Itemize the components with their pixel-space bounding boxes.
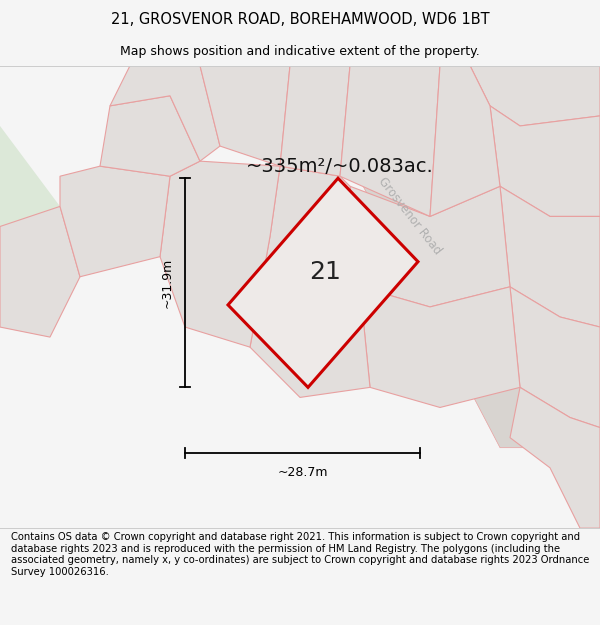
Polygon shape bbox=[370, 66, 490, 136]
Polygon shape bbox=[350, 186, 510, 307]
Text: ~28.7m: ~28.7m bbox=[277, 466, 328, 479]
Polygon shape bbox=[280, 66, 350, 176]
Polygon shape bbox=[340, 66, 440, 216]
Polygon shape bbox=[0, 206, 80, 337]
Polygon shape bbox=[100, 96, 200, 176]
Polygon shape bbox=[500, 186, 600, 327]
Text: ~335m²/~0.083ac.: ~335m²/~0.083ac. bbox=[246, 157, 434, 176]
Polygon shape bbox=[470, 66, 600, 126]
Polygon shape bbox=[510, 388, 600, 528]
Polygon shape bbox=[200, 66, 290, 166]
Text: ~31.9m: ~31.9m bbox=[161, 258, 173, 308]
Polygon shape bbox=[60, 166, 170, 277]
Polygon shape bbox=[300, 66, 560, 448]
Text: Grosvenor Road: Grosvenor Road bbox=[376, 175, 444, 258]
Polygon shape bbox=[160, 161, 280, 347]
Text: Map shows position and indicative extent of the property.: Map shows position and indicative extent… bbox=[120, 45, 480, 58]
Polygon shape bbox=[270, 66, 400, 146]
Polygon shape bbox=[360, 287, 520, 408]
Text: 21: 21 bbox=[309, 260, 341, 284]
Polygon shape bbox=[250, 166, 370, 398]
Polygon shape bbox=[228, 178, 418, 388]
Polygon shape bbox=[0, 66, 80, 337]
Polygon shape bbox=[490, 106, 600, 216]
Text: 21, GROSVENOR ROAD, BOREHAMWOOD, WD6 1BT: 21, GROSVENOR ROAD, BOREHAMWOOD, WD6 1BT bbox=[110, 12, 490, 27]
Polygon shape bbox=[510, 287, 600, 428]
Polygon shape bbox=[430, 66, 500, 216]
Polygon shape bbox=[110, 66, 220, 161]
Text: Contains OS data © Crown copyright and database right 2021. This information is : Contains OS data © Crown copyright and d… bbox=[11, 532, 589, 577]
Polygon shape bbox=[220, 66, 310, 151]
